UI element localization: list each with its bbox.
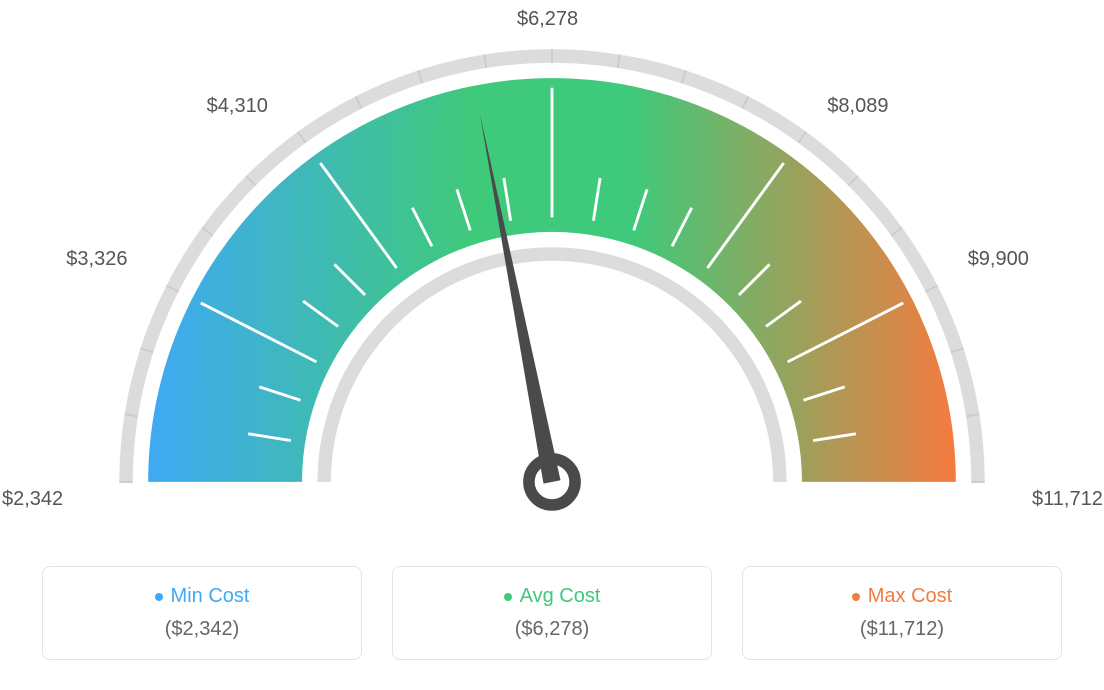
- gauge-svg: [52, 30, 1052, 530]
- legend-card-max: Max Cost ($11,712): [742, 566, 1062, 660]
- legend-value-min: ($2,342): [67, 618, 337, 641]
- gauge-tick-label: $8,089: [827, 95, 888, 118]
- legend-value-max: ($11,712): [767, 618, 1037, 641]
- gauge-tick-label: $9,900: [968, 248, 1029, 271]
- legend-row: Min Cost ($2,342) Avg Cost ($6,278) Max …: [0, 566, 1104, 660]
- legend-card-min: Min Cost ($2,342): [42, 566, 362, 660]
- legend-label-max: Max Cost: [868, 585, 952, 608]
- gauge-tick-label: $2,342: [2, 488, 63, 511]
- gauge-tick-label: $3,326: [66, 248, 127, 271]
- legend-title-avg: Avg Cost: [504, 585, 601, 608]
- legend-dot-min: [155, 593, 163, 601]
- legend-dot-max: [852, 593, 860, 601]
- legend-title-max: Max Cost: [852, 585, 952, 608]
- gauge-chart-container: $2,342 $3,326 $4,310 $6,278 $8,089 $9,900 $11,…: [0, 0, 1104, 690]
- legend-title-min: Min Cost: [155, 585, 250, 608]
- legend-dot-avg: [504, 593, 512, 601]
- legend-card-avg: Avg Cost ($6,278): [392, 566, 712, 660]
- gauge-tick-label: $11,712: [1032, 488, 1103, 511]
- gauge-tick-label: $6,278: [517, 8, 578, 31]
- legend-label-min: Min Cost: [171, 585, 250, 608]
- legend-label-avg: Avg Cost: [520, 585, 601, 608]
- gauge-area: $2,342 $3,326 $4,310 $6,278 $8,089 $9,900 $11,…: [0, 0, 1104, 540]
- gauge-tick-label: $4,310: [207, 95, 268, 118]
- legend-value-avg: ($6,278): [417, 618, 687, 641]
